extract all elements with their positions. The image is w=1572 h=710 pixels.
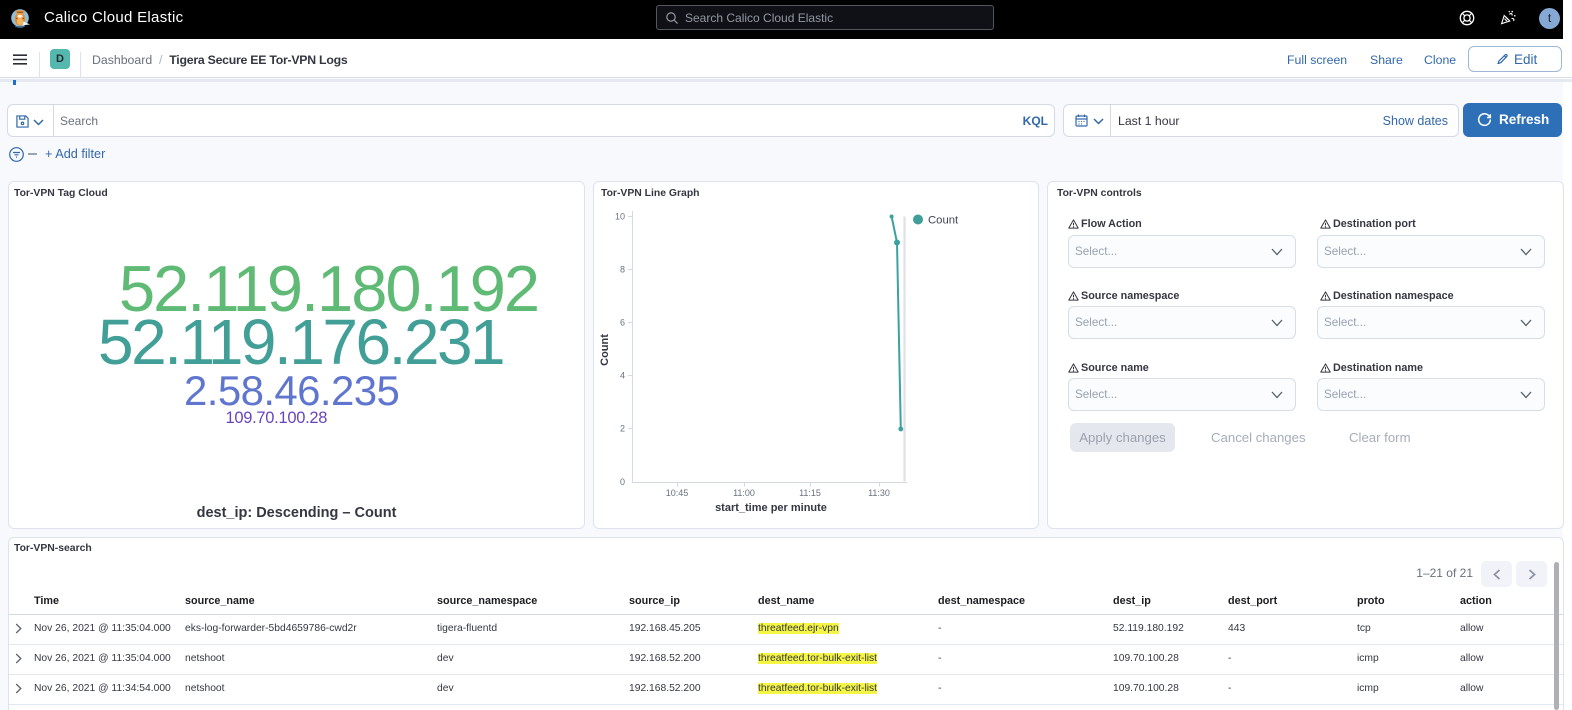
svg-text:6: 6 [620, 318, 625, 328]
svg-text:11:15: 11:15 [799, 488, 821, 498]
svg-text:0: 0 [620, 477, 625, 487]
svg-text:11:00: 11:00 [733, 488, 755, 498]
svg-text:start_time per minute: start_time per minute [715, 502, 827, 514]
svg-text:10:45: 10:45 [666, 488, 689, 498]
svg-text:11:30: 11:30 [868, 488, 890, 498]
svg-text:Count: Count [599, 334, 611, 366]
svg-text:10: 10 [615, 212, 625, 222]
svg-text:Count: Count [928, 215, 959, 227]
svg-text:2: 2 [620, 424, 625, 434]
svg-text:8: 8 [620, 265, 625, 275]
svg-text:4: 4 [620, 371, 625, 381]
